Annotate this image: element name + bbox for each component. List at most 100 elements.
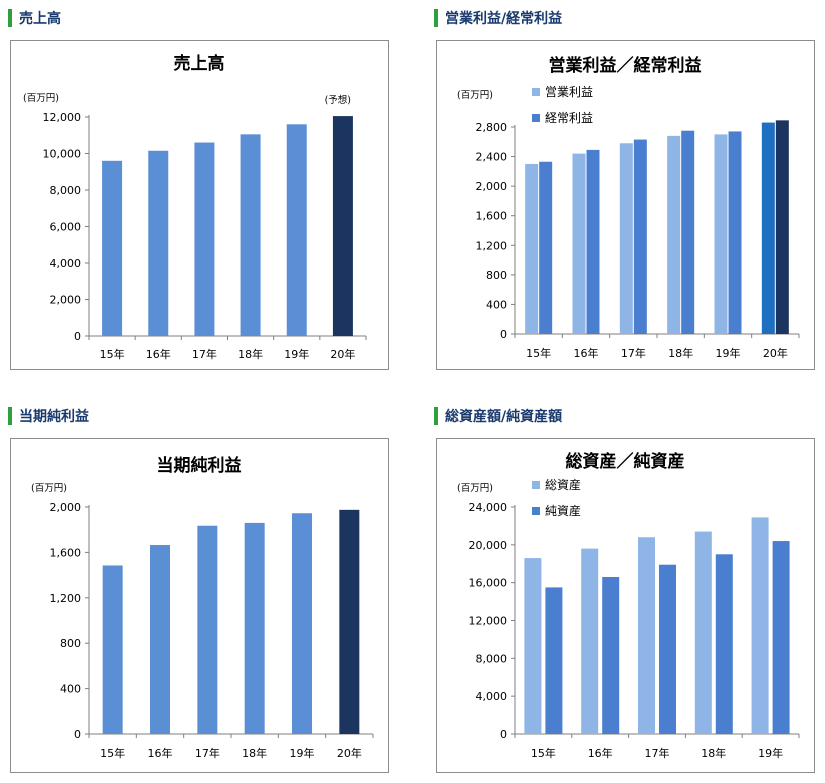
bar-series-2	[772, 541, 790, 734]
legend-swatch	[532, 114, 540, 122]
y-tick-label: 0	[500, 328, 507, 341]
y-tick-label: 10,000	[43, 148, 82, 161]
bar-series-2	[586, 149, 600, 334]
y-tick-label: 1,600	[476, 210, 508, 223]
bar-series-1	[694, 531, 712, 734]
bar	[148, 150, 169, 336]
y-tick-label: 2,000	[50, 501, 82, 514]
bar	[244, 522, 265, 734]
legend-label: 営業利益	[545, 85, 593, 99]
y-tick-label: 2,400	[476, 151, 508, 164]
net-income-bar-chart: 当期純利益 (百万円) 0 400 800 1,200 1,600 2,000 15年 16年 17…	[31, 455, 374, 760]
x-category-label: 16年	[146, 347, 171, 361]
bar-series-1	[524, 558, 542, 734]
y-axis-unit-label: (百万円)	[457, 90, 493, 101]
bar-series-1	[714, 134, 728, 334]
y-tick-label: 8,000	[50, 184, 82, 197]
bar-series-1	[619, 143, 633, 334]
section-heading-text: 当期純利益	[19, 409, 89, 425]
bar-series-2	[728, 131, 742, 334]
bar-series-1	[751, 517, 769, 734]
bar-series-2	[633, 139, 647, 334]
bar	[102, 565, 123, 734]
bar-series-2	[545, 587, 563, 734]
heading-accent-bar	[8, 9, 12, 27]
bar-series-1	[761, 122, 775, 334]
chart-panel-assets: 総資産／純資産 (百万円) 0 4,000 8,000 12,000 16,000 20,00…	[436, 438, 815, 773]
legend-swatch	[532, 507, 540, 515]
legend-swatch	[532, 481, 540, 489]
x-category-label: 17年	[645, 746, 670, 760]
y-tick-label: 400	[486, 298, 507, 311]
y-tick-label: 12,000	[43, 111, 82, 124]
x-category-label: 17年	[195, 746, 220, 760]
y-tick-label: 2,800	[476, 121, 508, 134]
section-heading-profit: 営業利益/経常利益	[434, 8, 562, 28]
x-category-label: 18年	[238, 347, 263, 361]
chart-panel-profit: 営業利益／経常利益 (百万円) 0 400 800 1,200 1,600 2,000 2,40…	[436, 40, 815, 370]
y-axis-unit-label: (百万円)	[23, 93, 59, 104]
profit-bar-chart: 営業利益／経常利益 (百万円) 0 400 800 1,200 1,600 2,000 2,40…	[457, 55, 800, 360]
x-category-label: 20年	[763, 346, 788, 360]
x-category-label: 19年	[290, 746, 315, 760]
x-category-label: 20年	[337, 746, 362, 760]
y-tick-label: 4,000	[50, 257, 82, 270]
bar-series-1	[572, 153, 586, 334]
chart-title: 売上高	[174, 53, 225, 74]
legend-label: 経常利益	[545, 111, 593, 125]
section-heading-net-income: 当期純利益	[8, 406, 89, 426]
section-heading-assets: 総資産額/純資産額	[434, 406, 562, 426]
section-heading-sales: 売上高	[8, 8, 61, 28]
forecast-annotation: (予想)	[325, 94, 351, 106]
x-category-label: 15年	[531, 746, 556, 760]
bar-series-2	[539, 161, 553, 334]
x-category-label: 17年	[621, 346, 646, 360]
x-category-label: 17年	[192, 347, 217, 361]
bar	[194, 142, 215, 336]
x-category-label: 15年	[100, 746, 125, 760]
y-tick-label: 0	[74, 330, 81, 343]
bar-series-2	[681, 130, 695, 334]
bar-series-1	[638, 537, 655, 734]
x-category-label: 16年	[588, 746, 613, 760]
y-tick-label: 1,200	[476, 239, 508, 252]
y-tick-label: 24,000	[469, 501, 508, 514]
heading-accent-bar	[8, 407, 12, 425]
section-heading-text: 売上高	[19, 11, 61, 27]
bar	[339, 509, 360, 734]
y-tick-label: 4,000	[476, 690, 508, 703]
y-tick-label: 1,600	[50, 546, 82, 559]
y-tick-label: 8,000	[476, 652, 508, 665]
assets-bar-chart: 総資産／純資産 (百万円) 0 4,000 8,000 12,000 16,000 20,00…	[457, 451, 800, 760]
bar-series-2	[602, 576, 620, 734]
bar	[292, 513, 312, 734]
x-category-label: 15年	[100, 347, 125, 361]
bar-series-2	[775, 120, 789, 334]
y-tick-label: 0	[500, 728, 507, 741]
x-category-label: 19年	[758, 746, 783, 760]
y-tick-label: 1,200	[50, 592, 82, 605]
y-tick-label: 16,000	[469, 577, 508, 590]
legend-label: 総資産	[545, 477, 581, 492]
y-tick-label: 20,000	[469, 539, 508, 552]
heading-accent-bar	[434, 407, 438, 425]
x-category-label: 16年	[574, 346, 599, 360]
bar-series-1	[667, 135, 681, 334]
y-tick-label: 400	[60, 683, 81, 696]
bar	[332, 116, 353, 337]
bar	[240, 134, 261, 336]
x-category-label: 15年	[526, 346, 551, 360]
bar-series-1	[525, 163, 539, 334]
y-axis-unit-label: (百万円)	[31, 483, 67, 494]
section-heading-text: 営業利益/経常利益	[445, 11, 563, 27]
bar	[102, 160, 123, 336]
chart-title: 営業利益／経常利益	[549, 55, 702, 76]
x-category-label: 19年	[284, 347, 309, 361]
y-tick-label: 0	[74, 728, 81, 741]
y-tick-label: 12,000	[469, 615, 508, 628]
y-tick-label: 2,000	[476, 180, 508, 193]
bar-series-2	[715, 554, 733, 734]
bar-series-1	[581, 548, 599, 734]
x-category-label: 18年	[242, 746, 267, 760]
y-axis-unit-label: (百万円)	[457, 483, 493, 494]
